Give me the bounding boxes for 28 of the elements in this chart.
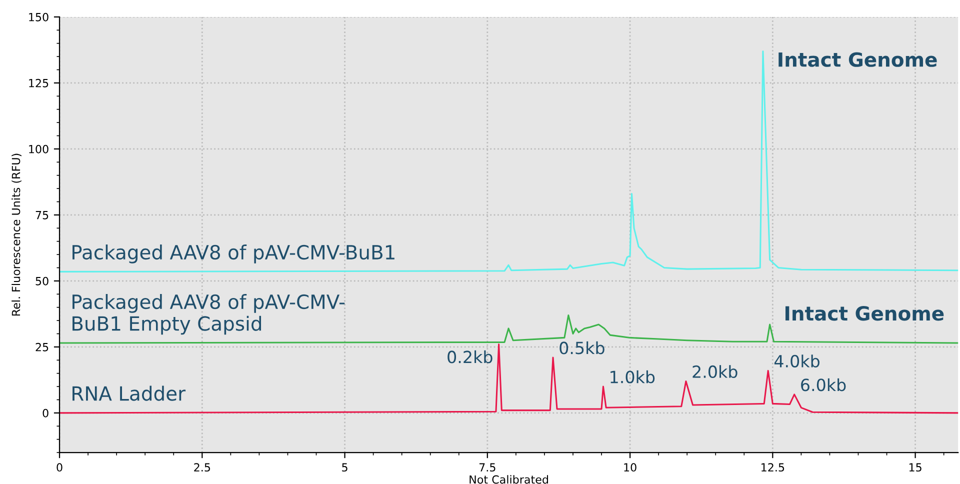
x-tick-label: 10 [624,463,636,472]
y-tick-label: 150 [29,12,48,22]
annotation: 1.0kb [610,370,655,384]
x-axis-title: Not Calibrated [470,475,548,484]
x-tick-label: 0 [56,463,62,472]
y-tick-label: 75 [36,211,48,220]
y-tick-label: 25 [36,342,48,352]
annotation: 4.0kb [774,354,820,368]
x-tick-label: 2.5 [194,463,210,472]
series-label: RNA Ladder [72,386,186,401]
y-tick-label: 50 [36,276,48,286]
x-tick-label: 7.5 [479,463,496,472]
annotation: 2.0kb [692,365,738,378]
x-tick-label: 5 [342,463,348,472]
annotation: 6.0kb [801,378,846,392]
annotation: Intact Genome [778,52,937,67]
y-tick-label: 0 [42,408,48,418]
series-label: Packaged AAV8 of pAV-CMV-BuB1 [72,244,394,264]
series-label: Packaged AAV8 of pAV-CMV- BuB1 Empty Capsid [72,294,345,335]
y-tick-label: 125 [29,78,48,88]
y-axis-title: Rel. Fluorescence Units (RFU) [12,154,22,316]
x-tick-label: 12.5 [762,463,784,472]
line-series [60,50,958,272]
y-tick-label: 100 [29,144,48,154]
x-tick-label: 15 [909,463,922,472]
annotation: 0.5kb [560,341,604,354]
annotation: 0.2kb [448,350,492,364]
annotation: Intact Genome [785,306,944,321]
